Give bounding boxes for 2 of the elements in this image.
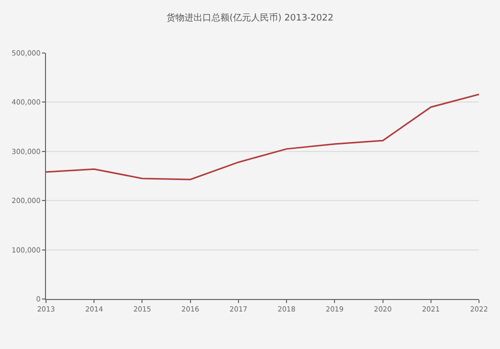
line-series <box>46 94 479 180</box>
chart-title: 货物进出口总额(亿元人民币) 2013-2022 <box>166 12 334 24</box>
